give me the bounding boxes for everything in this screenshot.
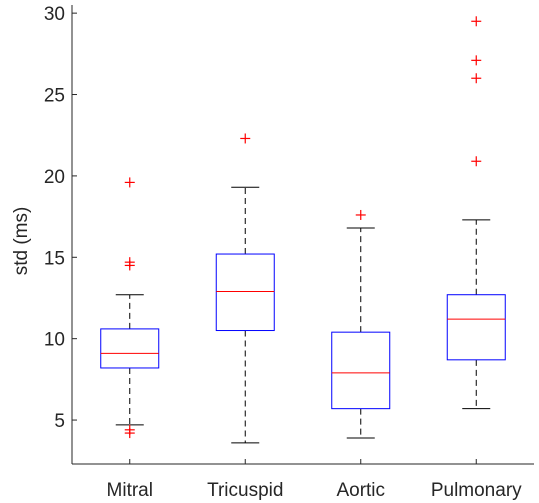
outlier-point xyxy=(471,55,482,66)
iqr-box xyxy=(331,331,391,410)
x-tick-label: Pulmonary xyxy=(431,480,522,501)
y-tick-label: 25 xyxy=(44,86,65,107)
outlier-point xyxy=(471,156,482,167)
outlier-point xyxy=(471,73,482,84)
iqr-box xyxy=(446,294,506,361)
outlier-point xyxy=(124,428,135,439)
y-tick-label: 30 xyxy=(44,4,65,25)
outlier-point xyxy=(124,260,135,271)
axes: 5 10 15 20 25 30 Mitral Tricuspid Aortic Pulmonar… xyxy=(44,4,534,501)
x-tick-label: Aortic xyxy=(336,480,385,501)
box-group-pulmonary xyxy=(446,16,506,410)
box-group-mitral xyxy=(100,177,160,439)
outlier-point xyxy=(471,16,482,27)
y-tick-label: 10 xyxy=(44,330,65,351)
box-group-tricuspid xyxy=(215,133,275,444)
box-group-aortic xyxy=(331,209,391,439)
outlier-point xyxy=(240,133,251,144)
y-tick-label: 15 xyxy=(44,248,65,269)
box-marks xyxy=(100,16,506,444)
outlier-point xyxy=(355,209,366,220)
x-tick-label: Mitral xyxy=(107,480,153,501)
iqr-box xyxy=(215,253,275,332)
x-tick-label: Tricuspid xyxy=(207,480,283,501)
y-tick-label: 5 xyxy=(54,411,65,432)
y-tick-label: 20 xyxy=(44,167,65,188)
outlier-point xyxy=(124,177,135,188)
y-axis-label: std (ms) xyxy=(11,207,32,276)
iqr-box xyxy=(100,328,160,369)
